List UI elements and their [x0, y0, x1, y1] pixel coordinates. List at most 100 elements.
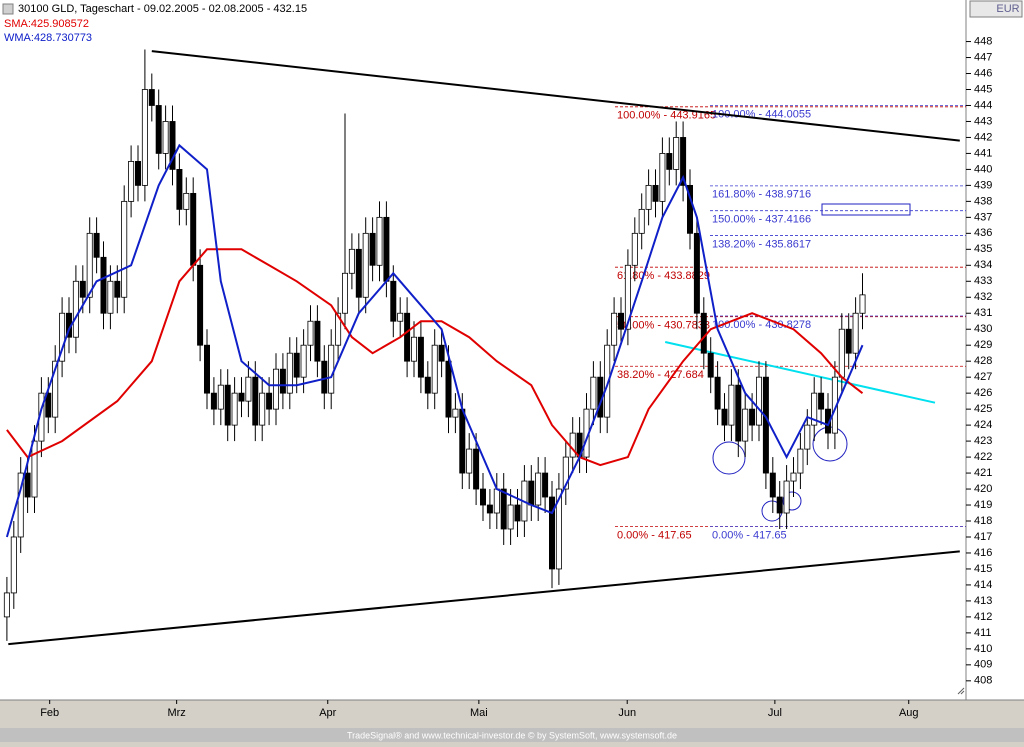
candle-body: [252, 376, 259, 426]
candle-body: [707, 352, 714, 378]
candle-body: [93, 232, 100, 258]
annotation-circle: [782, 491, 802, 511]
candle-body: [59, 312, 66, 362]
y-tick-label: 412: [974, 611, 992, 623]
candle-body: [183, 192, 190, 210]
x-tick-label: Feb: [40, 707, 59, 719]
candle-body: [859, 294, 866, 314]
candle-body: [500, 488, 507, 530]
candle-body: [811, 392, 818, 426]
candle-body: [652, 184, 659, 202]
fib-label: 61.80% - 433.8829: [617, 270, 710, 282]
y-tick-label: 440: [974, 163, 992, 175]
candle-body: [528, 480, 535, 506]
candle-body: [314, 320, 321, 362]
candle-body: [397, 312, 404, 322]
window-icon: [2, 3, 14, 15]
x-tick-label: Apr: [319, 707, 336, 719]
candle-body: [687, 184, 694, 234]
annotation-circle: [712, 441, 746, 475]
candle-body: [783, 480, 790, 514]
candle-body: [17, 472, 24, 538]
candle-body: [128, 161, 135, 202]
candle-body: [473, 448, 480, 490]
candle-body: [535, 472, 542, 506]
candle-body: [321, 360, 328, 394]
trendline: [8, 550, 960, 646]
candle-body: [769, 472, 776, 498]
candle-body: [569, 432, 576, 458]
candle-body: [680, 137, 687, 186]
candle-body: [549, 496, 556, 570]
fib-label: 161.80% - 438.9716: [712, 189, 811, 201]
trendline: [151, 50, 960, 142]
y-tick-label: 442: [974, 131, 992, 143]
y-tick-label: 411: [974, 627, 992, 639]
y-tick-label: 430: [974, 323, 992, 335]
candle-body: [507, 504, 514, 530]
y-tick-label: 426: [974, 387, 992, 399]
candle-body: [169, 121, 176, 170]
candle-body: [266, 392, 273, 410]
y-tick-label: 424: [974, 419, 992, 431]
candle-body: [31, 440, 38, 498]
candle-body: [286, 352, 293, 394]
currency-box: [969, 0, 1023, 18]
candle-body: [845, 328, 852, 354]
candle-body: [714, 376, 721, 410]
y-tick-label: 425: [974, 403, 992, 415]
candle-body: [693, 232, 700, 314]
candle-body: [479, 488, 486, 506]
candle-body: [86, 232, 93, 298]
candle-body: [756, 376, 763, 426]
candle-body: [197, 264, 204, 346]
y-tick-label: 414: [974, 579, 992, 591]
y-tick-label: 429: [974, 339, 992, 351]
candle-body: [852, 312, 859, 354]
candle-body: [728, 384, 735, 426]
candle-body: [466, 448, 473, 474]
candle-body: [383, 216, 390, 282]
fib-label: 100.00% - 444.0055: [712, 108, 811, 120]
y-tick-label: 445: [974, 83, 992, 95]
candle-body: [348, 248, 355, 274]
candle-body: [72, 280, 79, 338]
candle-body: [307, 320, 314, 346]
candle-body: [293, 352, 300, 378]
candle-body: [390, 280, 397, 322]
resize-grip: [957, 687, 965, 695]
fib-label: 138.20% - 435.8617: [712, 238, 811, 250]
annotation-box: [821, 203, 911, 216]
y-tick-label: 448: [974, 35, 992, 47]
y-tick-label: 433: [974, 275, 992, 287]
y-tick-label: 420: [974, 483, 992, 495]
candle-body: [673, 137, 680, 170]
candle-body: [259, 392, 266, 426]
candle-body: [624, 264, 631, 330]
candle-body: [45, 392, 52, 418]
fib-label: 0.00% - 417.65: [712, 530, 787, 542]
candle-body: [452, 408, 459, 418]
candle-body: [645, 184, 652, 210]
y-tick-label: 432: [974, 291, 992, 303]
candle-body: [666, 153, 673, 170]
candle-body: [514, 504, 521, 522]
candle-body: [742, 408, 749, 442]
y-tick-label: 443: [974, 115, 992, 127]
trendline: [664, 341, 936, 404]
candle-body: [555, 488, 562, 570]
candle-body: [611, 312, 618, 346]
moving-average-line: [5, 143, 864, 538]
y-tick-label: 422: [974, 451, 992, 463]
legend-wma: WMA:428.730773: [4, 32, 92, 44]
candle-body: [797, 448, 804, 474]
moving-average-line: [6, 248, 864, 467]
candle-body: [431, 344, 438, 394]
candle-body: [424, 376, 431, 394]
candle-body: [162, 121, 169, 154]
y-tick-label: 413: [974, 595, 992, 607]
candle-body: [762, 376, 769, 474]
candle-body: [10, 536, 17, 594]
